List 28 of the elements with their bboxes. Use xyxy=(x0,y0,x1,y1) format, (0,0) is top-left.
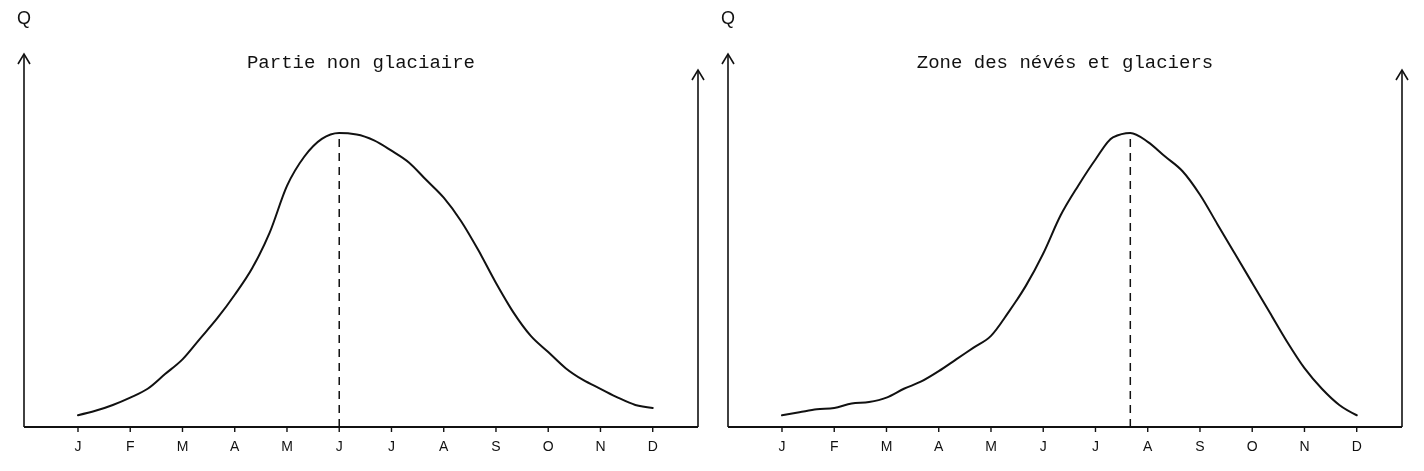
x-tick-label: A xyxy=(230,438,241,454)
x-tick-label: M xyxy=(176,438,189,454)
x-tick-label: J xyxy=(387,438,395,454)
y-axis-title: Q xyxy=(16,8,32,28)
x-tick-label: F xyxy=(829,438,839,454)
x-tick-label: M xyxy=(281,438,293,454)
x-tick-label: O xyxy=(542,438,554,454)
y-axis-title: Q xyxy=(720,8,736,28)
x-tick-label: J xyxy=(778,438,786,454)
x-tick-label: S xyxy=(491,438,501,454)
x-tick-label: N xyxy=(595,438,606,454)
x-tick-label: J xyxy=(335,438,343,454)
x-tick-label: A xyxy=(439,438,450,454)
x-tick-label: N xyxy=(1299,438,1310,454)
x-tick-label: J xyxy=(1039,438,1047,454)
chart-title: Partie non glaciaire xyxy=(246,52,476,74)
x-tick-label: F xyxy=(125,438,135,454)
x-tick-label: M xyxy=(880,438,893,454)
x-tick-label: J xyxy=(74,438,82,454)
chart-title: Zone des névés et glaciers xyxy=(916,52,1214,74)
x-tick-label: D xyxy=(647,438,658,454)
x-tick-label: O xyxy=(1246,438,1258,454)
x-tick-label: M xyxy=(985,438,997,454)
x-tick-label: A xyxy=(934,438,945,454)
x-tick-label: S xyxy=(1195,438,1205,454)
x-tick-label: J xyxy=(1091,438,1099,454)
x-tick-label: D xyxy=(1351,438,1362,454)
x-tick-label: A xyxy=(1143,438,1154,454)
